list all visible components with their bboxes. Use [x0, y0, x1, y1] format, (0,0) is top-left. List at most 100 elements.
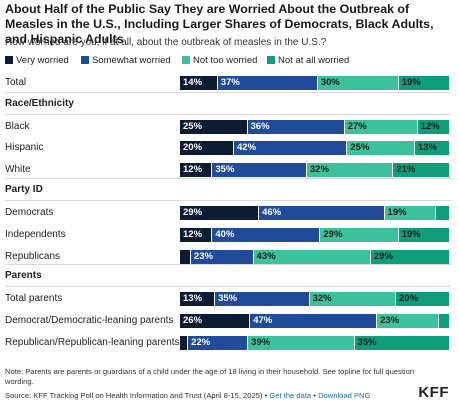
- legend-label: Not at all worried: [278, 55, 350, 66]
- bar-segment: 23%: [377, 314, 440, 328]
- bar-segment: 47%: [250, 314, 378, 328]
- source-text: Source: KFF Tracking Poll on Health Info…: [5, 391, 268, 400]
- bar-segment: 27%: [344, 120, 418, 134]
- bar-segment: 12%: [180, 228, 213, 242]
- data-label: 13%: [183, 293, 203, 304]
- data-label: 12%: [183, 164, 203, 175]
- chart-title: About Half of the Public Say They are Wo…: [5, 2, 434, 46]
- data-label: 32%: [309, 164, 329, 175]
- data-label: 26%: [183, 315, 203, 326]
- legend-item-not-at-all-worried: Not at all worried: [267, 55, 349, 66]
- group-title: Race/Ethnicity: [5, 98, 74, 109]
- group-title: Parents: [5, 270, 42, 281]
- bar-segment: 22%: [188, 336, 249, 350]
- data-label: 32%: [312, 293, 332, 304]
- legend-item-very-worried: Very worried: [5, 55, 69, 66]
- source-separator: •: [313, 391, 316, 400]
- bar-segment: 14%: [180, 76, 218, 90]
- row-label: Hispanic: [5, 142, 44, 153]
- data-label: 25%: [350, 142, 370, 153]
- legend-swatch: [182, 56, 190, 64]
- bar-segment: 40%: [212, 228, 321, 242]
- data-label: 23%: [193, 251, 213, 262]
- data-label: 20%: [183, 142, 203, 153]
- chart-source: Source: KFF Tracking Poll on Health Info…: [5, 391, 370, 400]
- data-label: 12%: [183, 229, 203, 240]
- bar-segment: 13%: [180, 292, 216, 306]
- data-label: 30%: [320, 77, 340, 88]
- group-title: Party ID: [5, 184, 43, 195]
- bar-segment: 20%: [180, 141, 234, 155]
- bar-segment: 37%: [217, 76, 318, 90]
- row-label: Independents: [5, 229, 66, 240]
- data-label: 29%: [373, 251, 393, 262]
- get-data-link[interactable]: Get the data: [269, 391, 312, 400]
- group-separator: [5, 92, 451, 93]
- data-label: 27%: [347, 121, 367, 132]
- data-label: 12%: [420, 121, 440, 132]
- legend-label: Somewhat worried: [92, 55, 171, 66]
- row-label: Total parents: [5, 293, 63, 304]
- bar-segment: 29%: [320, 228, 399, 242]
- bar-segment: 19%: [398, 76, 450, 90]
- data-label: 35%: [218, 293, 238, 304]
- data-label: 46%: [262, 207, 282, 218]
- bar-segment: 32%: [309, 292, 396, 306]
- data-label: 36%: [250, 121, 270, 132]
- row-label: Democrats: [5, 207, 54, 218]
- data-label: 14%: [183, 77, 203, 88]
- row-label: Republicans: [5, 251, 61, 262]
- row-label: Democrat/Democratic-leaning parents: [5, 315, 174, 326]
- data-label: 40%: [215, 229, 235, 240]
- bar-segment: 19%: [384, 206, 437, 220]
- bar-segment: 12%: [180, 163, 213, 177]
- data-label: 21%: [396, 164, 416, 175]
- group-separator: [5, 286, 451, 287]
- bar-segment: 36%: [247, 120, 345, 134]
- bar-segment: 29%: [180, 206, 260, 220]
- bar-segment: 35%: [212, 163, 307, 177]
- legend-item-not-too-worried: Not too worried: [182, 55, 257, 66]
- data-label: 22%: [191, 337, 211, 348]
- download-png-link[interactable]: Download PNG: [318, 391, 371, 400]
- bar-segment: 29%: [370, 250, 450, 264]
- bar-segment: 42%: [234, 141, 348, 155]
- bar-segment: 30%: [317, 76, 399, 90]
- bar-segment: 39%: [248, 336, 355, 350]
- legend-swatch: [5, 56, 13, 64]
- data-label: 35%: [357, 337, 377, 348]
- data-label: 47%: [253, 315, 273, 326]
- data-label: 19%: [387, 207, 407, 218]
- data-label: 20%: [399, 293, 419, 304]
- data-label: 13%: [417, 142, 437, 153]
- bar-segment: 21%: [393, 163, 450, 177]
- legend-label: Not too worried: [193, 55, 258, 66]
- row-label: Total: [5, 77, 27, 88]
- group-separator: [5, 200, 451, 201]
- data-label: 25%: [183, 121, 203, 132]
- legend-item-somewhat-worried: Somewhat worried: [81, 55, 171, 66]
- bar-segment: 46%: [259, 206, 385, 220]
- legend-swatch: [81, 56, 89, 64]
- data-label: 23%: [380, 315, 400, 326]
- data-label: 29%: [323, 229, 343, 240]
- row-label: Republican/Republican-leaning parents: [5, 337, 180, 348]
- bar-segment: 20%: [396, 292, 450, 306]
- bar-segment: 12%: [417, 120, 450, 134]
- data-label: 37%: [220, 77, 240, 88]
- bar-segment: [180, 336, 189, 350]
- row-label: Black: [5, 121, 30, 132]
- chart-note: Note: Parents are parents or guardians o…: [5, 367, 415, 386]
- bar-segment: 19%: [398, 228, 450, 242]
- kff-logo: KFF: [418, 384, 449, 401]
- bar-segment: [439, 314, 450, 328]
- bar-segment: 25%: [347, 141, 415, 155]
- group-separator: [5, 114, 451, 115]
- group-separator: [5, 264, 451, 265]
- bar-segment: 43%: [253, 250, 371, 264]
- bar-segment: [436, 206, 450, 220]
- bar-segment: 25%: [180, 120, 248, 134]
- bar-segment: 26%: [180, 314, 251, 328]
- data-label: 29%: [183, 207, 203, 218]
- chart-subtitle: How worried are you, if at all, about th…: [5, 37, 327, 48]
